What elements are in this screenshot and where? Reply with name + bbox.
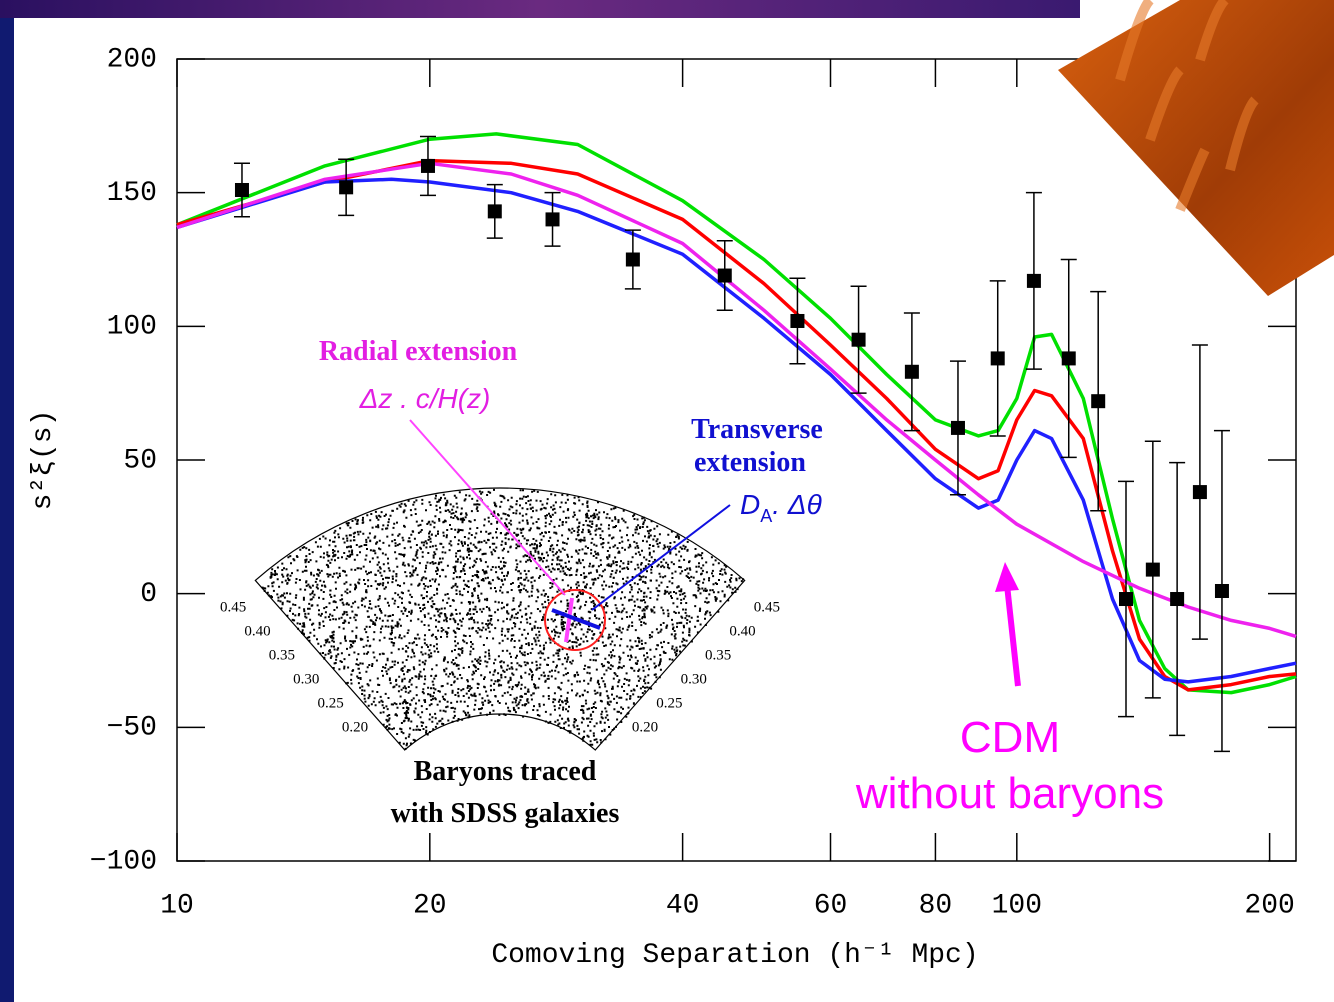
data-point — [488, 204, 502, 218]
x-tick-label: 40 — [666, 890, 700, 921]
x-tick-label: 200 — [1244, 890, 1294, 921]
inset-tick-label: 0.25 — [656, 695, 682, 711]
data-point — [951, 421, 965, 435]
cdm-label: CDM — [960, 713, 1060, 762]
y-tick-label: 50 — [123, 445, 157, 476]
inset-tick-label: 0.30 — [681, 671, 707, 687]
data-point — [1193, 485, 1207, 499]
data-point — [718, 269, 732, 283]
data-point — [852, 333, 866, 347]
transverse-label: Transverse — [691, 414, 823, 445]
data-point — [905, 365, 919, 379]
formula-text: D — [740, 489, 760, 520]
data-point — [626, 253, 640, 267]
inset-tick-label: 0.40 — [729, 623, 755, 639]
data-point — [1170, 592, 1184, 606]
inset-caption: with SDSS galaxies — [391, 798, 620, 829]
x-tick-label: 100 — [992, 890, 1042, 921]
inset-tick-label: 0.20 — [342, 720, 368, 736]
surface-image — [1058, 0, 1334, 296]
page: −100 −50 0 50 100 150 200 10 20 40 60 80 100 200 Como… — [0, 0, 1334, 1002]
y-tick-label: −100 — [90, 846, 157, 877]
chart: −100 −50 0 50 100 150 200 10 20 40 60 80 100 200 Como… — [0, 0, 1334, 1002]
formula-sub: A — [760, 506, 772, 526]
data-point — [1146, 563, 1160, 577]
x-axis-label: Comoving Separation (h⁻¹ Mpc) — [491, 940, 978, 971]
data-point — [1215, 584, 1229, 598]
data-point — [235, 183, 249, 197]
cdm-arrow — [1007, 585, 1018, 686]
data-point — [421, 159, 435, 173]
data-point — [339, 180, 353, 194]
x-tick-label: 60 — [814, 890, 848, 921]
data-point — [1091, 394, 1105, 408]
inset-tick-label: 0.30 — [293, 671, 319, 687]
transverse-label: extension — [694, 447, 806, 478]
left-border — [0, 0, 14, 1002]
x-tick-label: 20 — [413, 890, 447, 921]
data-point — [1062, 351, 1076, 365]
inset-tick-label: 0.45 — [754, 599, 780, 615]
formula-rest: . Δθ — [772, 489, 822, 520]
cdm-label: without baryons — [855, 769, 1164, 818]
inset-tick-label: 0.40 — [244, 623, 270, 639]
data-point — [991, 351, 1005, 365]
inset-tick-label: 0.35 — [705, 647, 731, 663]
data-point — [546, 212, 560, 226]
y-tick-label: 100 — [107, 312, 157, 343]
x-tick-label: 10 — [160, 890, 194, 921]
inset-caption: Baryons traced — [414, 756, 597, 787]
y-axis-label: s²ξ(s) — [28, 410, 59, 511]
y-tick-label: −50 — [107, 713, 157, 744]
data-point — [790, 314, 804, 328]
top-border — [0, 0, 1080, 18]
cdm-arrowhead — [995, 562, 1019, 592]
inset-tick-label: 0.35 — [269, 647, 295, 663]
transverse-formula: DA. Δθ — [740, 489, 822, 526]
inset-tick-label: 0.25 — [318, 695, 344, 711]
y-tick-label: 0 — [140, 579, 157, 610]
radial-label: Radial extension — [319, 336, 518, 367]
y-tick-label: 200 — [107, 44, 157, 75]
data-point — [1119, 592, 1133, 606]
y-tick-label: 150 — [107, 178, 157, 209]
x-tick-label: 80 — [919, 890, 953, 921]
radial-formula: Δz . c/H(z) — [359, 383, 491, 414]
data-point — [1027, 274, 1041, 288]
inset-tick-label: 0.20 — [632, 720, 658, 736]
inset-tick-label: 0.45 — [220, 599, 246, 615]
inset: 0.45 0.45 0.40 0.40 0.35 0.35 0.30 0.30 0.25 0.25… — [220, 488, 780, 750]
